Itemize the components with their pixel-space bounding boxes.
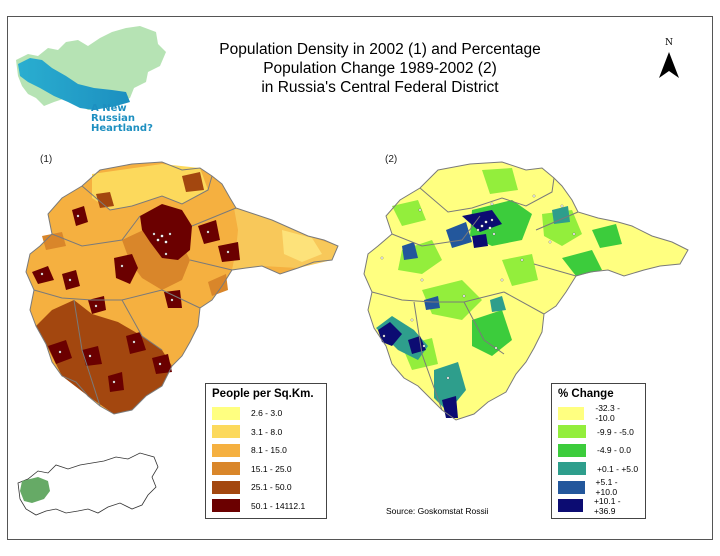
logo-caption-line1: A New Russian <box>91 103 136 124</box>
legend-label: 25.1 - 50.0 <box>251 482 292 493</box>
panel-label-2: (2) <box>385 154 398 165</box>
legend-swatch <box>212 499 240 513</box>
change-legend-row: -9.9 - -5.0 <box>558 423 639 442</box>
population-change-map <box>362 150 702 430</box>
legend-label: 3.1 - 8.0 <box>251 426 283 437</box>
density-legend-row: 3.1 - 8.0 <box>212 423 320 442</box>
logo-caption: A New Russian Heartland? <box>91 104 168 134</box>
north-arrow: N <box>655 38 683 82</box>
legend-label: +10.1 - +36.9 <box>593 495 621 516</box>
density-legend: People per Sq.Km. 2.6 - 3.0 3.1 - 8.0 8.… <box>205 383 327 519</box>
russia-locator-inset <box>8 443 163 533</box>
change-legend-title: % Change <box>558 388 614 400</box>
legend-label: 2.6 - 3.0 <box>251 408 283 419</box>
legend-label: 50.1 - 14112.1 <box>251 500 306 511</box>
heartland-logo: A New Russian Heartland? <box>8 18 168 134</box>
legend-label: -4.9 - 0.0 <box>597 445 632 456</box>
legend-swatch <box>558 480 585 494</box>
legend-swatch <box>558 425 586 439</box>
legend-swatch <box>212 406 240 420</box>
change-legend-row: +10.1 - +36.9 <box>558 495 639 516</box>
density-legend-title: People per Sq.Km. <box>212 388 314 400</box>
north-label: N <box>665 38 673 48</box>
title-line-3: in Russia's Central Federal District <box>261 79 499 96</box>
change-legend-row: -32.3 - -10.0 <box>558 403 639 424</box>
legend-label: +0.1 - +5.0 <box>597 463 639 474</box>
legend-label: 15.1 - 25.0 <box>251 463 292 474</box>
north-arrow-icon <box>659 52 679 78</box>
title-line-1: Population Density in 2002 (1) and Perce… <box>219 41 541 58</box>
legend-swatch <box>558 499 583 513</box>
map-title: Population Density in 2002 (1) and Perce… <box>170 40 590 97</box>
legend-swatch <box>558 406 585 420</box>
legend-swatch <box>558 462 586 476</box>
change-legend-row: +0.1 - +5.0 <box>558 460 639 479</box>
panel-label-1: (1) <box>40 154 53 165</box>
density-legend-row: 25.1 - 50.0 <box>212 478 320 497</box>
title-line-2: Population Change 1989-2002 (2) <box>263 60 497 77</box>
logo-caption-line2: Heartland? <box>91 123 153 134</box>
legend-label: -32.3 - -10.0 <box>595 403 620 424</box>
legend-label: -9.9 - -5.0 <box>597 426 634 437</box>
change-legend-row: -4.9 - 0.0 <box>558 441 639 460</box>
legend-swatch <box>212 462 240 476</box>
russia-outline-icon <box>17 452 159 516</box>
population-density-map <box>22 150 352 420</box>
change-legend-row: +5.1 - +10.0 <box>558 477 639 498</box>
legend-swatch <box>212 480 240 494</box>
legend-label: +5.1 - +10.0 <box>595 477 618 498</box>
source-credit: Source: Goskomstat Rossii <box>386 506 489 516</box>
legend-swatch <box>212 443 240 457</box>
legend-swatch <box>558 443 586 457</box>
change-legend: % Change -32.3 - -10.0 -9.9 - -5.0 -4.9 … <box>551 383 646 519</box>
density-legend-row: 2.6 - 3.0 <box>212 404 320 423</box>
density-legend-row: 50.1 - 14112.1 <box>212 497 320 516</box>
density-legend-row: 8.1 - 15.0 <box>212 441 320 460</box>
legend-swatch <box>212 425 240 439</box>
russia-logo-map-icon <box>16 26 166 110</box>
density-legend-row: 15.1 - 25.0 <box>212 460 320 479</box>
legend-label: 8.1 - 15.0 <box>251 445 287 456</box>
